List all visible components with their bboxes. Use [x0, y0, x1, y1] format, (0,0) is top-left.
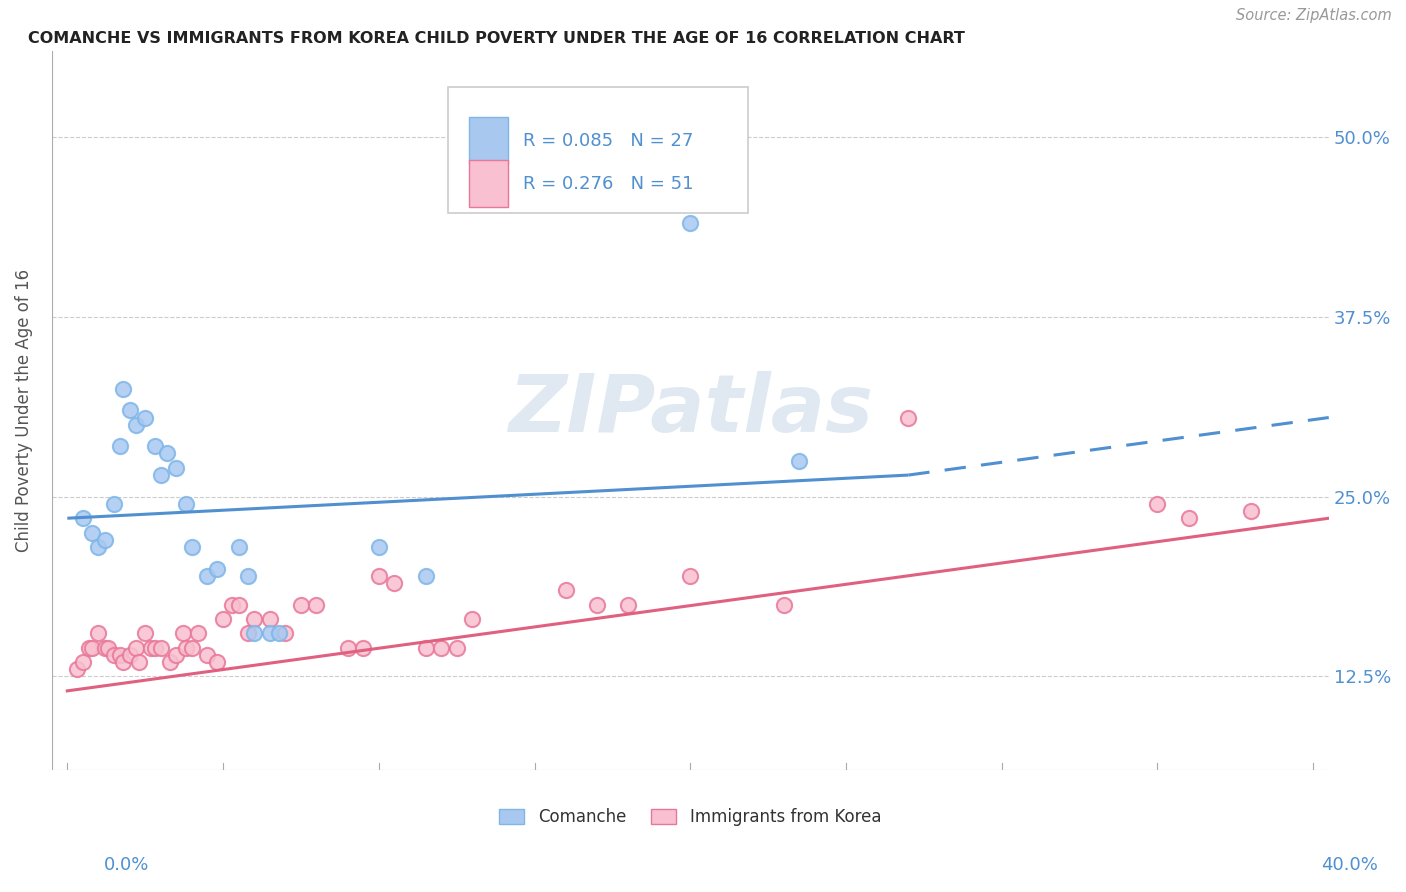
- Point: [125, 417, 148, 432]
- Point: [180, 640, 202, 655]
- Point: [149, 468, 172, 483]
- Point: [82, 640, 104, 655]
- Point: [82, 525, 104, 540]
- Point: [125, 640, 148, 655]
- Point: [772, 598, 794, 612]
- Point: [143, 640, 166, 655]
- Point: [103, 648, 125, 662]
- Point: [212, 612, 235, 626]
- Text: COMANCHE VS IMMIGRANTS FROM KOREA CHILD POVERTY UNDER THE AGE OF 16 CORRELATION : COMANCHE VS IMMIGRANTS FROM KOREA CHILD …: [28, 31, 965, 46]
- Text: Source: ZipAtlas.com: Source: ZipAtlas.com: [1236, 8, 1392, 22]
- Point: [269, 626, 291, 640]
- Point: [134, 626, 156, 640]
- Point: [165, 461, 187, 475]
- Point: [415, 568, 437, 582]
- Point: [1177, 511, 1199, 525]
- Point: [174, 640, 197, 655]
- Point: [305, 598, 328, 612]
- Text: 40.0%: 40.0%: [1322, 855, 1378, 873]
- Point: [243, 626, 266, 640]
- Point: [197, 648, 219, 662]
- Point: [554, 583, 576, 598]
- Point: [93, 640, 115, 655]
- Point: [205, 655, 228, 669]
- Point: [205, 561, 228, 575]
- Point: [197, 568, 219, 582]
- Point: [112, 382, 135, 396]
- Point: [143, 439, 166, 453]
- Point: [72, 511, 94, 525]
- Point: [72, 655, 94, 669]
- Point: [110, 439, 132, 453]
- Point: [141, 640, 163, 655]
- Point: [259, 612, 281, 626]
- Point: [172, 626, 194, 640]
- Point: [1146, 497, 1168, 511]
- Point: [110, 648, 132, 662]
- Point: [259, 626, 281, 640]
- Text: ZIPatlas: ZIPatlas: [508, 371, 873, 450]
- Text: R = 0.276   N = 51: R = 0.276 N = 51: [523, 175, 693, 193]
- Point: [66, 662, 89, 676]
- Point: [236, 626, 259, 640]
- Point: [367, 568, 389, 582]
- Point: [165, 648, 187, 662]
- Point: [446, 640, 468, 655]
- Point: [228, 540, 250, 554]
- Point: [159, 655, 181, 669]
- Point: [617, 598, 640, 612]
- Point: [243, 612, 266, 626]
- FancyBboxPatch shape: [470, 117, 508, 164]
- Point: [1240, 504, 1263, 518]
- FancyBboxPatch shape: [470, 161, 508, 207]
- Point: [118, 648, 141, 662]
- Text: 0.0%: 0.0%: [104, 855, 149, 873]
- Point: [679, 216, 702, 230]
- Point: [97, 640, 120, 655]
- Point: [897, 410, 920, 425]
- Y-axis label: Child Poverty Under the Age of 16: Child Poverty Under the Age of 16: [15, 268, 32, 552]
- Point: [180, 540, 202, 554]
- Point: [382, 576, 405, 591]
- Point: [415, 640, 437, 655]
- Point: [149, 640, 172, 655]
- Point: [87, 626, 110, 640]
- FancyBboxPatch shape: [447, 87, 748, 212]
- Point: [228, 598, 250, 612]
- Point: [93, 533, 115, 547]
- Point: [585, 598, 607, 612]
- Point: [290, 598, 312, 612]
- Point: [77, 640, 100, 655]
- Point: [221, 598, 243, 612]
- Text: R = 0.085   N = 27: R = 0.085 N = 27: [523, 132, 693, 150]
- Point: [430, 640, 453, 655]
- Point: [87, 540, 110, 554]
- Point: [336, 640, 359, 655]
- Point: [128, 655, 150, 669]
- Point: [352, 640, 374, 655]
- Point: [174, 497, 197, 511]
- Legend: Comanche, Immigrants from Korea: Comanche, Immigrants from Korea: [499, 808, 882, 826]
- Point: [236, 568, 259, 582]
- Point: [367, 540, 389, 554]
- Point: [118, 403, 141, 417]
- Point: [156, 446, 179, 460]
- Point: [461, 612, 484, 626]
- Point: [787, 453, 810, 467]
- Point: [103, 497, 125, 511]
- Point: [187, 626, 209, 640]
- Point: [112, 655, 135, 669]
- Point: [679, 568, 702, 582]
- Point: [274, 626, 297, 640]
- Point: [134, 410, 156, 425]
